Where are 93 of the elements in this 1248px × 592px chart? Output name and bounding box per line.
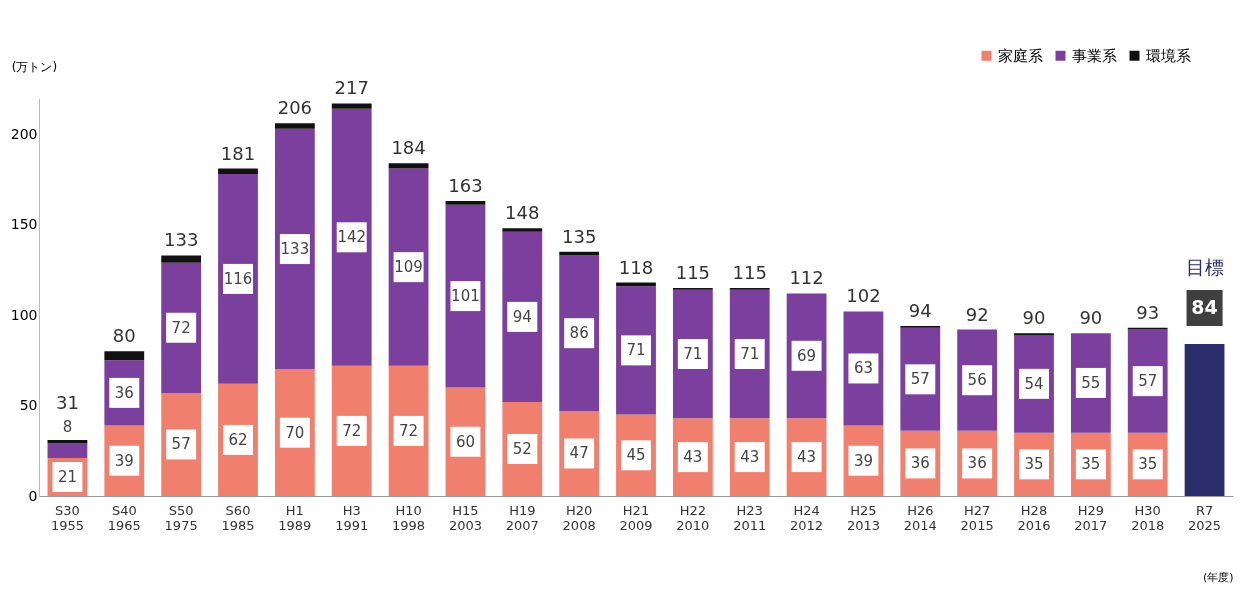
data-label: 84 <box>1191 296 1218 319</box>
y-tick-label: 50 <box>19 397 38 414</box>
legend-label: 事業系 <box>1072 46 1117 65</box>
x-tick-label: H3 1991 <box>335 502 369 533</box>
data-label: 35 <box>1081 455 1101 474</box>
data-label: 72 <box>342 421 362 440</box>
x-tick-label: H29 2017 <box>1074 502 1108 533</box>
x-tick-label: R7 2025 <box>1188 502 1222 533</box>
total-label: 31 <box>55 391 79 413</box>
total-label: 90 <box>1079 307 1103 329</box>
text: 目標 <box>1185 256 1224 279</box>
data-label: 109 <box>394 258 423 277</box>
legend-label: 環境系 <box>1146 46 1191 65</box>
total-label: 115 <box>675 261 711 283</box>
data-label: 55 <box>1081 373 1101 392</box>
data-label: 35 <box>1024 455 1044 474</box>
x-tick-label: S60 1985 <box>221 502 255 533</box>
legend-label: 家庭系 <box>998 46 1043 65</box>
total-label: 184 <box>391 137 426 159</box>
data-label: 86 <box>569 324 589 343</box>
data-label: 57 <box>910 370 930 389</box>
data-label: 57 <box>171 435 191 454</box>
x-tick-label: S50 1975 <box>164 502 198 533</box>
data-label: 133 <box>280 240 310 259</box>
total-label: 92 <box>965 303 989 325</box>
total-label: 163 <box>448 175 483 197</box>
total-label: 90 <box>1022 307 1046 329</box>
total-label: 94 <box>908 299 932 321</box>
data-label: 35 <box>1138 455 1158 474</box>
data-label: 39 <box>114 451 134 470</box>
data-label: 70 <box>285 423 305 442</box>
x-tick-label: H25 2013 <box>846 502 880 533</box>
data-label: 54 <box>1024 374 1044 393</box>
total-label: 148 <box>505 202 540 224</box>
data-label: 116 <box>223 269 253 288</box>
data-label: 60 <box>455 432 475 451</box>
x-tick-label: H15 2003 <box>448 502 482 533</box>
data-label: 43 <box>740 448 760 467</box>
data-label: 72 <box>399 421 419 440</box>
data-label: 57 <box>1138 372 1158 391</box>
y-tick-label: 100 <box>10 306 38 323</box>
total-label: 80 <box>112 325 136 347</box>
x-tick-label: H24 2012 <box>790 502 824 533</box>
x-tick-label: H19 2007 <box>505 502 539 533</box>
data-label: 63 <box>853 359 873 378</box>
x-tick-label: H21 2009 <box>619 502 653 533</box>
data-label: 71 <box>626 341 646 360</box>
total-label: 133 <box>163 229 199 251</box>
data-label: 142 <box>337 228 367 247</box>
total-label: 93 <box>1136 301 1160 323</box>
x-tick-label: H28 2016 <box>1017 502 1051 533</box>
data-label: 56 <box>967 371 987 390</box>
data-label: 43 <box>797 448 817 467</box>
x-axis-title: (年度) <box>1202 570 1234 584</box>
data-label: 39 <box>853 451 873 470</box>
x-tick-label: H10 1998 <box>392 502 426 533</box>
data-label: 94 <box>512 307 532 326</box>
x-tick-label: H23 2011 <box>733 502 767 533</box>
x-tick-label: H26 2014 <box>903 502 937 533</box>
data-label: 45 <box>626 446 646 465</box>
data-label: 47 <box>569 444 589 463</box>
total-label: 115 <box>732 261 767 283</box>
data-label: 62 <box>228 430 248 449</box>
data-label: 43 <box>683 448 703 467</box>
data-label: 101 <box>451 287 480 306</box>
total-label: 112 <box>789 267 824 289</box>
y-tick-label: 0 <box>28 487 38 504</box>
total-label: 206 <box>277 97 313 119</box>
x-tick-label: H20 2008 <box>562 502 596 533</box>
y-tick-label: 150 <box>10 216 38 233</box>
total-label: 118 <box>618 256 654 278</box>
x-tick-label: H1 1989 <box>278 502 312 533</box>
total-label: 135 <box>561 225 597 247</box>
y-axis-title: (万トン) <box>11 59 58 74</box>
x-tick-label: H30 2018 <box>1131 502 1165 533</box>
data-label: 8 <box>62 417 73 436</box>
data-label: 21 <box>57 468 77 486</box>
x-tick-label: S30 1955 <box>50 502 84 533</box>
data-label: 36 <box>910 454 930 473</box>
y-tick-label: 200 <box>10 125 38 142</box>
data-label: 71 <box>740 344 760 363</box>
data-label: 69 <box>797 346 817 365</box>
total-label: 181 <box>220 142 256 164</box>
data-label: 71 <box>683 344 703 363</box>
x-tick-label: H22 2010 <box>676 502 710 533</box>
x-tick-label: S40 1965 <box>107 502 141 533</box>
x-tick-label: H27 2015 <box>960 502 994 533</box>
data-label: 36 <box>967 454 987 473</box>
data-label: 72 <box>171 318 191 337</box>
data-label: 36 <box>114 383 134 402</box>
data-label: 52 <box>512 439 532 458</box>
total-label: 102 <box>846 285 881 307</box>
total-label: 217 <box>334 77 369 99</box>
